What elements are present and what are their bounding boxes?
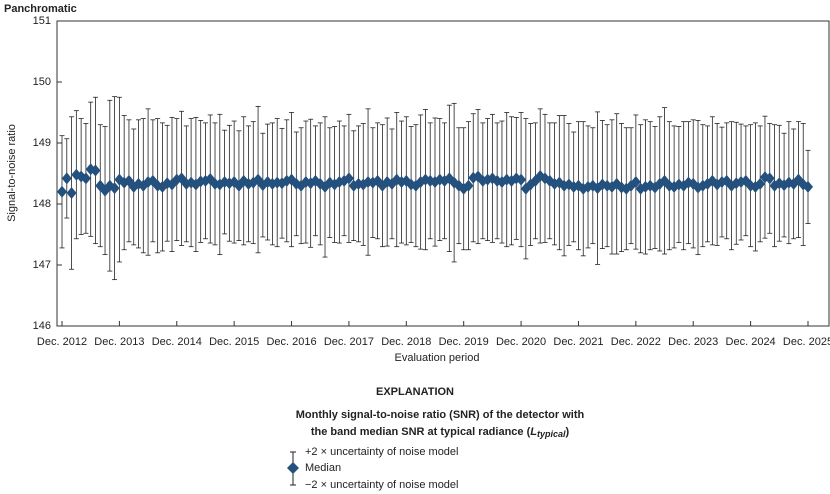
legend-caption: Monthly signal-to-noise ratio (SNR) of t… bbox=[296, 409, 585, 421]
median-marker bbox=[630, 176, 641, 189]
legend-entry: +2 × uncertainty of noise model bbox=[305, 446, 458, 458]
legend-caption: the band median SNR at typical radiance … bbox=[311, 426, 531, 438]
legend-title: EXPLANATION bbox=[376, 386, 454, 398]
x-tick-label: Dec. 2020 bbox=[496, 336, 546, 348]
x-tick-label: Dec. 2025 bbox=[783, 336, 830, 348]
x-tick-label: Dec. 2012 bbox=[37, 336, 87, 348]
median-marker bbox=[90, 164, 101, 177]
chart-title: Panchromatic bbox=[4, 3, 77, 15]
y-tick-label: 148 bbox=[33, 198, 51, 210]
median-marker bbox=[764, 172, 775, 185]
x-tick-label: Dec. 2019 bbox=[439, 336, 489, 348]
median-marker bbox=[463, 179, 474, 192]
legend-caption: typical bbox=[537, 429, 566, 439]
plot-frame bbox=[56, 20, 830, 327]
y-tick-label: 150 bbox=[33, 76, 51, 88]
x-tick-label: Dec. 2016 bbox=[266, 336, 316, 348]
legend-entry: Median bbox=[305, 462, 341, 474]
median-marker bbox=[516, 173, 527, 186]
x-tick-label: Dec. 2018 bbox=[381, 336, 431, 348]
x-tick-label: Dec. 2022 bbox=[611, 336, 661, 348]
median-marker bbox=[61, 172, 72, 185]
median-marker bbox=[343, 172, 354, 185]
median-marker bbox=[119, 176, 130, 189]
median-marker bbox=[57, 185, 67, 198]
median-marker bbox=[803, 180, 813, 193]
legend-entry: −2 × uncertainty of noise model bbox=[305, 479, 458, 491]
median-marker bbox=[755, 177, 766, 190]
legend-caption: L bbox=[530, 426, 537, 438]
x-tick-label: Dec. 2024 bbox=[726, 336, 776, 348]
y-tick-label: 146 bbox=[33, 320, 51, 332]
legend-marker bbox=[287, 462, 299, 474]
y-tick-label: 151 bbox=[33, 15, 51, 27]
median-marker bbox=[80, 172, 91, 185]
legend-caption: ) bbox=[566, 426, 570, 438]
y-axis-label: Signal-to-noise ratio bbox=[6, 124, 18, 222]
x-tick-label: Dec. 2015 bbox=[209, 336, 259, 348]
median-marker bbox=[66, 187, 77, 200]
x-axis-label: Evaluation period bbox=[394, 352, 479, 364]
y-tick-label: 147 bbox=[33, 259, 51, 271]
x-tick-label: Dec. 2023 bbox=[668, 336, 718, 348]
x-tick-label: Dec. 2014 bbox=[152, 336, 202, 348]
y-tick-label: 149 bbox=[33, 137, 51, 149]
x-tick-label: Dec. 2021 bbox=[553, 336, 603, 348]
median-marker bbox=[109, 182, 120, 195]
x-tick-label: Dec. 2013 bbox=[94, 336, 144, 348]
x-tick-label: Dec. 2017 bbox=[324, 336, 374, 348]
legend-caption: the band median SNR at typical radiance … bbox=[311, 426, 570, 439]
